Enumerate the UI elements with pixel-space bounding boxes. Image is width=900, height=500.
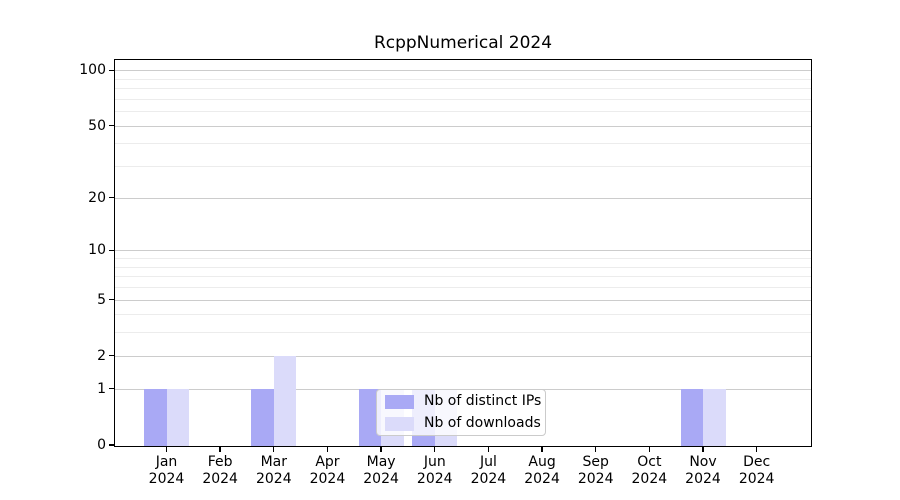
legend-label-distinct-ips: Nb of distinct IPs — [424, 393, 542, 409]
x-tick-label-may: May 2024 — [363, 454, 399, 487]
x-tick-jun — [434, 447, 436, 452]
x-tick-may — [380, 447, 382, 452]
gridline-minor-3 — [115, 332, 811, 334]
x-tick-jul — [487, 447, 490, 452]
bar-distinct-ips-nov — [680, 388, 703, 446]
x-tick-label-mar: Mar 2024 — [255, 454, 292, 487]
x-tick-nov — [702, 447, 704, 452]
y-tick-10 — [109, 249, 114, 251]
gridline-minor-6 — [115, 286, 811, 288]
y-tick-1 — [109, 388, 114, 390]
y-tick-20 — [109, 197, 114, 199]
legend-item-distinct-ips: Nb of distinct IPs — [377, 392, 545, 411]
x-tick-label-oct: Oct 2024 — [631, 454, 668, 487]
x-tick-label-sep: Sep 2024 — [577, 454, 614, 487]
x-tick-oct — [648, 447, 651, 452]
gridline-minor-60 — [115, 111, 811, 113]
gridline-minor-9 — [115, 258, 811, 260]
x-tick-apr — [326, 447, 329, 452]
legend-swatch-distinct-ips — [385, 394, 414, 409]
y-tick-label-10: 10 — [88, 242, 106, 259]
x-tick-aug — [541, 447, 543, 452]
y-tick-label-50: 50 — [88, 117, 106, 134]
y-tick-label-100: 100 — [79, 62, 106, 79]
x-tick-label-jul: Jul 2024 — [470, 454, 507, 487]
gridline-minor-8 — [115, 266, 811, 268]
chart-title: RcppNumerical 2024 — [373, 33, 553, 53]
gridline-major-50 — [115, 125, 811, 127]
x-tick-sep — [595, 447, 597, 452]
x-tick-label-jun: Jun 2024 — [416, 454, 453, 487]
y-tick-label-1: 1 — [97, 380, 106, 397]
x-tick-label-aug: Aug 2024 — [524, 454, 560, 487]
legend-swatch-downloads — [385, 416, 414, 431]
x-tick-label-apr: Apr 2024 — [309, 454, 346, 487]
legend: Nb of distinct IPs Nb of downloads — [376, 389, 546, 436]
gridline-major-20 — [115, 197, 811, 199]
y-tick-0 — [109, 444, 114, 446]
x-tick-dec — [755, 447, 758, 452]
gridline-major-2 — [115, 355, 811, 357]
gridline-major-100 — [115, 70, 811, 72]
x-tick-jan — [165, 447, 168, 452]
bar-distinct-ips-jan — [144, 388, 167, 446]
x-tick-label-feb: Feb 2024 — [202, 454, 238, 487]
gridline-minor-90 — [115, 78, 811, 80]
y-tick-50 — [109, 125, 114, 127]
gridline-minor-30 — [115, 166, 811, 168]
y-tick-label-20: 20 — [88, 189, 106, 206]
y-tick-2 — [109, 355, 114, 357]
legend-label-downloads: Nb of downloads — [424, 415, 541, 431]
bar-downloads-mar — [273, 355, 297, 446]
y-tick-label-0: 0 — [97, 437, 106, 453]
gridline-minor-80 — [115, 88, 811, 90]
x-tick-label-nov: Nov 2024 — [685, 454, 721, 487]
y-tick-5 — [109, 298, 114, 301]
y-tick-label-5: 5 — [97, 291, 106, 308]
bar-distinct-ips-may — [358, 388, 382, 446]
x-tick-feb — [219, 447, 221, 452]
bar-downloads-nov — [703, 388, 726, 446]
y-tick-label-2: 2 — [97, 347, 106, 364]
x-tick-mar — [273, 447, 275, 452]
gridline-minor-40 — [115, 143, 811, 145]
y-tick-100 — [109, 69, 114, 71]
gridline-minor-4 — [115, 314, 811, 316]
legend-item-downloads: Nb of downloads — [377, 414, 545, 433]
gridline-major-10 — [115, 250, 811, 252]
bar-distinct-ips-mar — [251, 388, 274, 446]
bar-downloads-jan — [166, 388, 189, 446]
gridline-major-5 — [115, 299, 811, 301]
gridline-minor-7 — [115, 276, 811, 278]
x-tick-label-jan: Jan 2024 — [148, 454, 185, 487]
x-tick-label-dec: Dec 2024 — [738, 454, 775, 487]
gridline-minor-70 — [115, 98, 811, 100]
